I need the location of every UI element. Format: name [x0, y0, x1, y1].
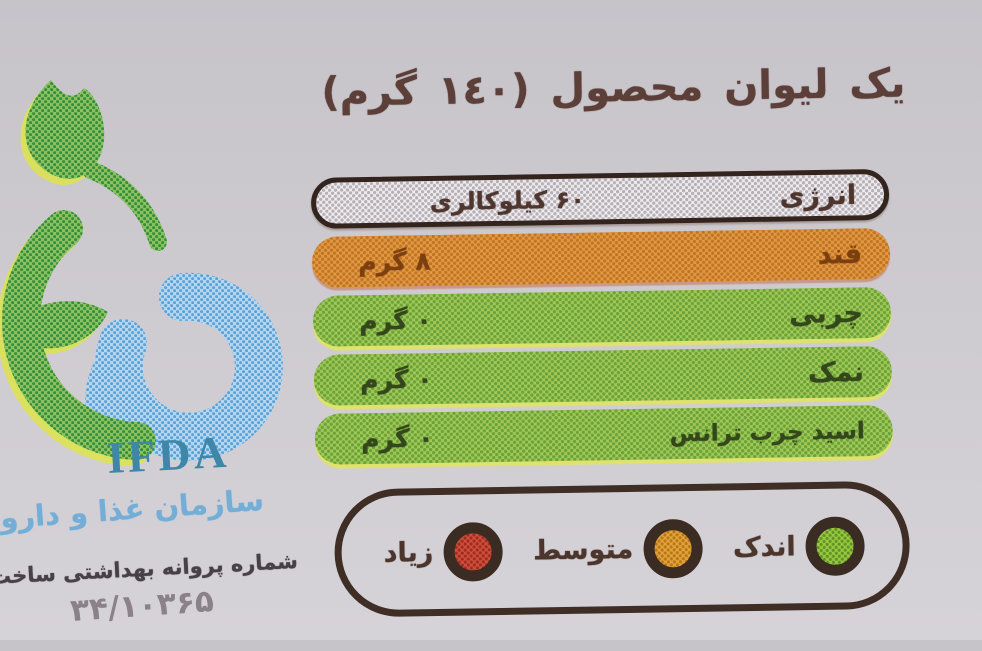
- nutrient-row-energy: انرژی ۶۰ کیلوکالری: [310, 168, 890, 229]
- nutrient-label: قند: [817, 238, 863, 270]
- medium-level-circle-icon: [642, 518, 703, 579]
- nutrient-label: چربی: [788, 297, 864, 330]
- legend-item-high: زیاد: [383, 521, 503, 582]
- nutrient-label: انرژی: [779, 179, 857, 212]
- legend-label: زیاد: [383, 536, 434, 569]
- low-level-circle-icon: [805, 515, 866, 576]
- nutrient-row-fat: چربی ۰ گرم: [312, 286, 892, 347]
- leaf-icon: [2, 80, 167, 460]
- high-level-circle-icon: [442, 521, 503, 582]
- product-serving-title: یک لیوان محصول (١٤٠ گرم): [320, 60, 906, 116]
- nutrient-row-sugar: قند ۸ گرم: [311, 227, 891, 288]
- nutrient-label: اسید چرب ترانس: [669, 417, 865, 447]
- nutrient-row-salt: نمک ۰ گرم: [313, 345, 893, 406]
- nutrient-value: ۶۰ کیلوکالری: [429, 185, 586, 216]
- nutrient-label: نمک: [807, 356, 865, 389]
- legend-item-low: اندک: [732, 515, 866, 577]
- nutrient-value: ۰ گرم: [360, 423, 434, 454]
- ifda-logo: IFDA: [0, 80, 283, 483]
- legend-item-medium: متوسط: [533, 518, 703, 580]
- ifda-logo-text: IFDA: [106, 427, 230, 483]
- nutrient-value: ۰ گرم: [359, 364, 433, 395]
- nutrient-row-trans-fat: اسید چرب ترانس ۰ گرم: [314, 404, 894, 465]
- nutrient-value: ۰ گرم: [358, 305, 432, 336]
- nutrition-rows: انرژی ۶۰ کیلوکالری قند ۸ گرم چربی ۰ گرم …: [310, 168, 894, 473]
- nutrient-value: ۸ گرم: [358, 246, 431, 277]
- traffic-light-legend: اندک متوسط زیاد: [333, 480, 911, 618]
- legend-label: متوسط: [532, 533, 634, 566]
- legend-label: اندک: [732, 530, 796, 563]
